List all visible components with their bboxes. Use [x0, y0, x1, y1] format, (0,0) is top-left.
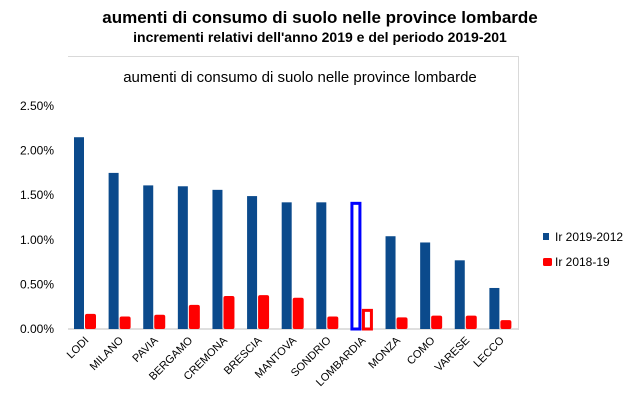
bar-ir-2019-2012	[281, 202, 292, 329]
page-title: aumenti di consumo di suolo nelle provin…	[102, 8, 538, 27]
x-tick-label: MONZA	[366, 334, 403, 371]
bar-ir-2018-19	[396, 317, 408, 329]
chart-title: aumenti di consumo di suolo nelle provin…	[123, 69, 477, 86]
bar-ir-2019-2012	[247, 196, 258, 329]
bar-ir-2019-2012	[454, 260, 465, 329]
y-tick-label: 2.00%	[20, 144, 54, 158]
bar-ir-2018-19	[500, 320, 512, 329]
bar-ir-2018-19	[258, 295, 270, 329]
bar-ir-2019-2012	[74, 137, 84, 329]
bar-ir-2018-19	[327, 316, 339, 329]
bar-ir-2019-2012	[108, 172, 119, 329]
y-tick-label: 2.50%	[20, 99, 54, 113]
bar-ir-2019-2012	[489, 287, 500, 329]
bar-ir-2019-2012	[143, 185, 154, 329]
x-tick-label: LODI	[65, 335, 92, 362]
bar-ir-2019-2012	[385, 236, 396, 329]
y-tick-label: 1.50%	[20, 188, 54, 202]
page-subtitle: incrementi relativi dell'anno 2019 e del…	[133, 29, 507, 45]
plot-right-border	[518, 56, 519, 330]
x-tick-label: VARESE	[433, 335, 472, 374]
bar-ir-2018-19	[119, 316, 131, 329]
x-tick-label: COMO	[405, 334, 438, 367]
legend-label: Ir 2019-2012	[555, 230, 623, 244]
bar-ir-2018-19-lombardia	[361, 308, 373, 331]
x-tick-label: PAVIA	[130, 334, 161, 365]
plot-top-border	[68, 56, 518, 57]
x-tick-label: LECCO	[472, 334, 508, 370]
bar-ir-2018-19	[188, 304, 200, 329]
x-tick-label: MILANO	[88, 334, 127, 373]
y-tick-label: 1.00%	[20, 233, 54, 247]
bar-ir-2018-19	[465, 315, 477, 329]
bar-ir-2018-19	[85, 313, 96, 329]
bar-ir-2018-19	[154, 314, 166, 329]
bar-ir-2018-19	[431, 315, 443, 329]
bar-ir-2019-2012-lombardia	[350, 201, 362, 331]
bar-ir-2019-2012	[212, 189, 223, 329]
legend-swatch	[543, 233, 549, 240]
legend-label: Ir 2018-19	[555, 255, 610, 269]
y-tick-label: 0.00%	[20, 322, 54, 336]
bar-ir-2018-19	[223, 295, 235, 329]
bar-ir-2018-19	[292, 297, 304, 329]
bar-ir-2019-2012	[420, 242, 431, 329]
y-tick-label: 0.50%	[20, 277, 54, 291]
bar-ir-2019-2012	[316, 202, 327, 329]
bar-ir-2019-2012	[177, 186, 188, 329]
legend-swatch	[543, 258, 552, 266]
